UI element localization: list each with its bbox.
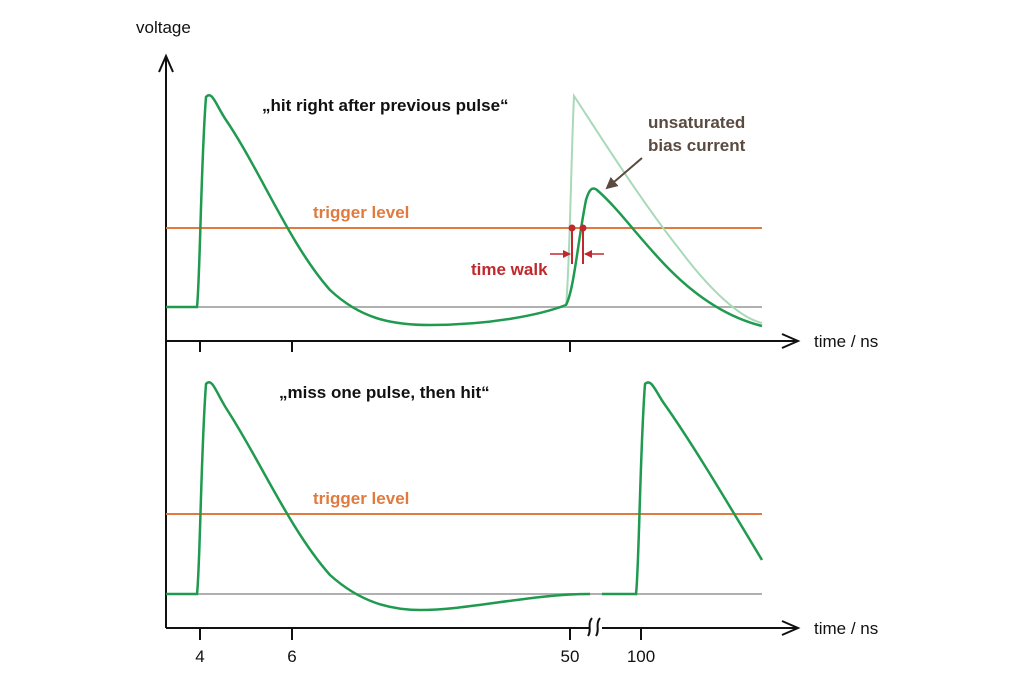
annotation-arrow-icon bbox=[605, 157, 643, 190]
bottom-signal-curve-1 bbox=[166, 381, 591, 612]
x-axis-top-label: time / ns bbox=[814, 332, 878, 351]
x-tick-label-100: 100 bbox=[627, 647, 655, 666]
annotation-line-1: unsaturated bbox=[648, 113, 745, 132]
annotation-line-2: bias current bbox=[648, 136, 746, 155]
axis-break-icon-2 bbox=[595, 617, 601, 637]
y-axis-label: voltage bbox=[136, 18, 191, 37]
bottom-signal-curve-2 bbox=[602, 381, 764, 596]
time-walk-label: time walk bbox=[471, 260, 548, 279]
x-tick-label-50: 50 bbox=[561, 647, 580, 666]
bottom-panel-title: „miss one pulse, then hit“ bbox=[279, 383, 490, 402]
x-axis-bottom-label: time / ns bbox=[814, 619, 878, 638]
top-signal-curve bbox=[166, 94, 763, 328]
x-tick-label-6: 6 bbox=[287, 647, 296, 666]
bottom-panel: trigger level „miss one pulse, then hit“ bbox=[166, 381, 764, 612]
x-axis-top-arrow-icon bbox=[781, 333, 801, 349]
top-faded-pulse bbox=[565, 92, 763, 324]
axis-break-gap bbox=[590, 620, 602, 636]
axis-break-icon bbox=[587, 617, 593, 637]
top-trigger-label: trigger level bbox=[313, 203, 409, 222]
top-panel: trigger level „hit right after previous … bbox=[166, 92, 763, 328]
x-tick-label-4: 4 bbox=[195, 647, 204, 666]
x-axis-bottom-arrow-icon bbox=[781, 620, 801, 636]
bottom-trigger-label: trigger level bbox=[313, 489, 409, 508]
top-panel-title: „hit right after previous pulse“ bbox=[262, 96, 509, 115]
y-axis-arrow-icon bbox=[158, 53, 174, 73]
